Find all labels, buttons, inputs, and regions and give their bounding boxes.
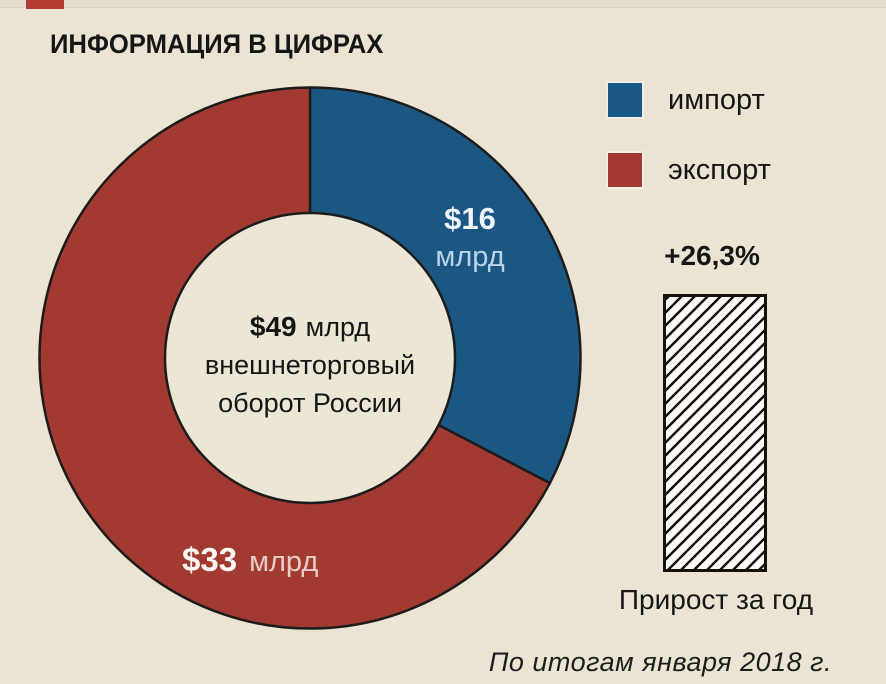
- import-color-swatch-icon: [606, 81, 644, 119]
- center-label-line2: внешнеторговый: [204, 350, 416, 380]
- growth-hatched-bar: [663, 294, 767, 572]
- page-title: ИНФОРМАЦИЯ В ЦИФРАХ: [50, 29, 384, 59]
- growth-percent-label: +26,3%: [664, 240, 760, 271]
- legend-item-export: экспорт: [606, 151, 771, 189]
- export-color-swatch-icon: [606, 151, 644, 189]
- legend-item-import: импорт: [606, 81, 771, 119]
- donut-hole: [163, 211, 457, 505]
- import-unit: млрд: [435, 241, 505, 273]
- growth-caption: Прирост за год: [618, 584, 814, 615]
- legend: импорт экспорт: [606, 81, 771, 221]
- donut-chart: [37, 85, 583, 631]
- center-total-line: $49 млрд: [160, 308, 460, 346]
- top-edge-strip: [0, 0, 886, 8]
- export-unit: млрд: [249, 546, 319, 578]
- legend-label-export: экспорт: [668, 153, 771, 186]
- export-value-label: $33 млрд: [182, 541, 318, 579]
- donut-center-label: $49 млрд внешнеторговый оборот России: [160, 308, 460, 422]
- center-label-line3: оборот России: [218, 388, 402, 418]
- import-value: $16: [444, 201, 496, 236]
- import-value-label: $16 млрд: [425, 203, 515, 272]
- legend-label-import: импорт: [668, 83, 765, 116]
- export-value: $33: [182, 541, 238, 578]
- footnote: По итогам января 2018 г.: [488, 647, 832, 677]
- center-total-unit: млрд: [305, 312, 371, 342]
- top-edge-accent: [26, 0, 64, 9]
- donut-svg: [38, 86, 582, 630]
- center-total-value: $49: [249, 311, 297, 342]
